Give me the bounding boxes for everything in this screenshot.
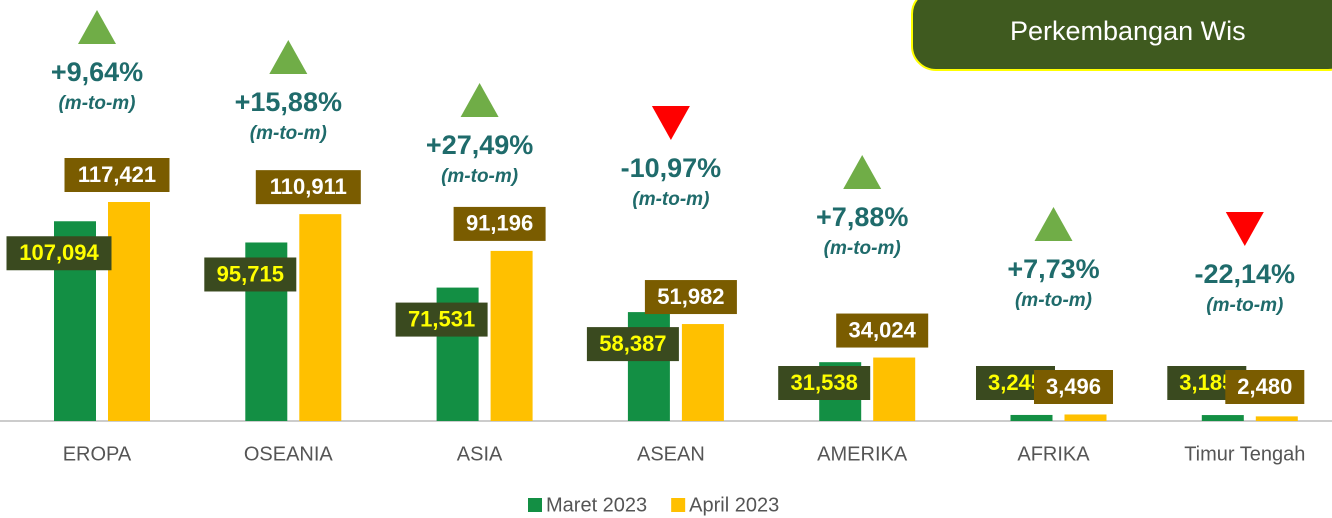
x-tick-label: AMERIKA [817, 443, 908, 465]
annotation: +7,88% [816, 202, 908, 232]
annotation: -22,14% [1195, 259, 1296, 289]
value-label-box [255, 170, 361, 205]
arrow-up [1034, 207, 1073, 241]
annotation-note: (m-to-m) [250, 123, 327, 144]
annotation: +15,88% [235, 87, 342, 117]
bar [1255, 416, 1298, 421]
value-label-box [586, 327, 679, 362]
annotation-note: (m-to-m) [58, 93, 135, 114]
bar [1201, 415, 1244, 421]
annotation-note: (m-to-m) [824, 238, 901, 259]
arrow-down [651, 106, 690, 140]
legend-swatch [671, 498, 686, 512]
bar [299, 214, 342, 421]
annotation: +27,49% [426, 130, 533, 160]
x-tick-label: ASIA [457, 443, 503, 465]
arrow-up [269, 40, 308, 74]
bar [681, 324, 724, 421]
x-tick-label: EROPA [63, 443, 132, 465]
value-label: 95,715 [217, 261, 284, 286]
value-label: 34,024 [849, 317, 917, 342]
value-label: 58,387 [599, 331, 666, 356]
value-label: 71,531 [408, 306, 475, 331]
value-label-box [453, 206, 546, 241]
title-box [911, 0, 1332, 71]
x-tick-label: ASEAN [637, 443, 705, 465]
value-label-box [836, 313, 929, 348]
value-label-box [1225, 370, 1305, 404]
annotation: +7,73% [1007, 254, 1099, 284]
value-label: 3,496 [1046, 374, 1101, 399]
chart-title: Perkembangan Wis [1010, 16, 1246, 46]
x-tick-label: OSEANIA [244, 443, 334, 465]
value-label: 3,185 [1179, 370, 1234, 395]
annotation: -10,97% [621, 153, 722, 183]
legend-swatch [528, 498, 542, 512]
bar [490, 250, 533, 421]
value-label-box [778, 366, 871, 400]
value-label-box [204, 257, 297, 292]
bar [873, 357, 916, 421]
arrow-up [460, 83, 499, 117]
value-label: 117,421 [78, 162, 156, 187]
value-label: 2,480 [1237, 374, 1292, 399]
annotation-note: (m-to-m) [1206, 295, 1283, 316]
value-label: 31,538 [791, 370, 858, 395]
annotation-note: (m-to-m) [441, 166, 518, 187]
arrow-down [1225, 212, 1264, 246]
bar [1064, 414, 1107, 421]
value-label: 3,245 [988, 370, 1043, 395]
value-label-box [1034, 370, 1113, 404]
value-label-box [644, 280, 737, 315]
value-label: 107,094 [19, 240, 99, 265]
x-tick-label: AFRIKA [1017, 443, 1090, 465]
value-label-box [6, 236, 112, 271]
arrow-up [78, 10, 116, 44]
value-label: 91,196 [466, 211, 533, 236]
value-label-box [395, 302, 488, 337]
bar [1010, 414, 1053, 421]
value-label: 110,911 [270, 174, 347, 199]
value-label: 51,982 [657, 284, 724, 309]
legend-label: Maret 2023 [546, 494, 647, 516]
annotation: +9,64% [51, 57, 143, 87]
bar [108, 202, 150, 421]
arrow-up [843, 155, 882, 189]
legend-label: April 2023 [689, 494, 779, 516]
annotation-note: (m-to-m) [1015, 290, 1092, 311]
value-label-box [64, 158, 170, 192]
annotation-note: (m-to-m) [632, 189, 709, 210]
x-tick-label: Timur Tengah [1184, 443, 1305, 465]
